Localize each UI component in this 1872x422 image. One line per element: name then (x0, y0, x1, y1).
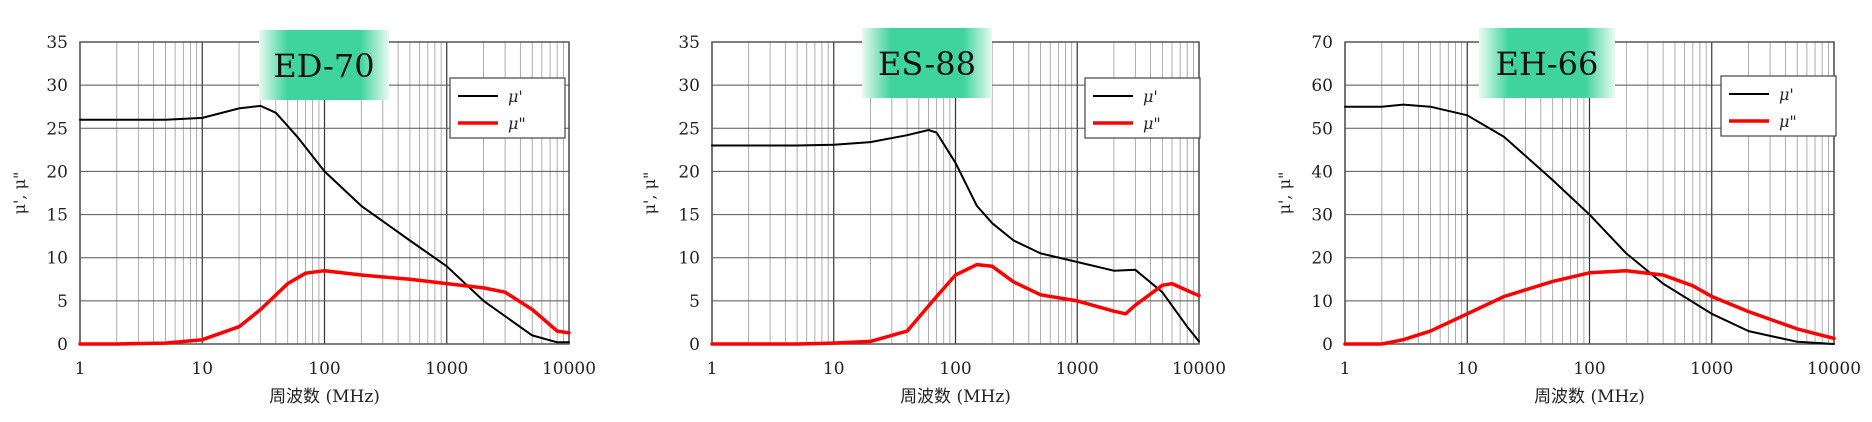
series-line-mu-prime (79, 104, 570, 344)
y-tick-label: 40 (1311, 162, 1333, 182)
x-tick-label: 1000 (1690, 359, 1733, 379)
chart-panel-1: 0 5 10 15 20 25 30 35 1 10 100 1000 10000 周波数 (MHz) μ'… (10, 30, 596, 407)
x-tick-label: 10000 (1172, 359, 1226, 379)
x-tick-label: 10 (191, 359, 213, 379)
x-tick-label: 100 (1573, 359, 1605, 379)
y-tick-label: 0 (57, 335, 68, 355)
legend-label: μ" (508, 114, 526, 133)
chart-title: ES-88 (878, 45, 976, 83)
x-axis-label: 周波数 (MHz) (269, 387, 380, 407)
x-tick-label: 10 (823, 359, 845, 379)
y-tick-label: 35 (678, 33, 700, 53)
x-tick-label: 1000 (1056, 359, 1099, 379)
legend-label: μ" (1143, 114, 1161, 133)
y-tick-label: 0 (1322, 335, 1333, 355)
x-tick-label: 10000 (542, 359, 596, 379)
y-axis-label: μ', μ" (10, 172, 29, 215)
series-line-mu-prime (711, 129, 1200, 343)
x-tick-label: 1000 (425, 359, 468, 379)
y-tick-label: 50 (1311, 119, 1333, 139)
y-tick-label: 30 (46, 76, 68, 96)
title-badge (1479, 28, 1615, 98)
chart-title: EH-66 (1496, 45, 1599, 83)
legend-label: μ" (1779, 112, 1797, 131)
y-tick-label: 20 (1311, 249, 1333, 269)
series-line-mu-double-prime (78, 268, 571, 346)
y-tick-label: 20 (678, 162, 700, 182)
legend-box (449, 77, 566, 139)
title-badge (259, 30, 389, 100)
y-tick-label: 25 (678, 119, 700, 139)
legend-box (1084, 77, 1201, 139)
y-tick-label: 15 (678, 206, 700, 226)
y-tick-label: 30 (678, 76, 700, 96)
y-tick-label: 30 (1311, 206, 1333, 226)
y-axis-label: μ', μ" (1275, 172, 1294, 215)
y-tick-label: 5 (57, 292, 68, 312)
y-tick-label: 70 (1311, 33, 1333, 53)
x-tick-label: 1 (707, 359, 718, 379)
x-tick-label: 10 (1456, 359, 1478, 379)
title-badge (862, 28, 992, 98)
chart-title: ED-70 (273, 47, 374, 85)
y-tick-label: 10 (1311, 292, 1333, 312)
y-axis-label: μ', μ" (640, 172, 659, 215)
y-tick-label: 20 (46, 162, 68, 182)
legend-box (1720, 75, 1837, 137)
y-tick-label: 5 (689, 292, 700, 312)
chart-panel-2: 0 5 10 15 20 25 30 35 1 10 100 1000 10000 周波数 (MHz) μ'… (640, 28, 1226, 407)
legend-label: μ' (1779, 85, 1794, 104)
x-tick-label: 100 (308, 359, 340, 379)
y-tick-label: 10 (678, 249, 700, 269)
legend-label: μ' (508, 87, 523, 106)
y-tick-label: 10 (46, 249, 68, 269)
x-axis-label: 周波数 (MHz) (1534, 387, 1645, 407)
x-axis-label: 周波数 (MHz) (900, 387, 1011, 407)
x-tick-label: 100 (939, 359, 971, 379)
y-tick-label: 60 (1311, 76, 1333, 96)
y-tick-label: 0 (689, 335, 700, 355)
y-tick-label: 15 (46, 206, 68, 226)
y-tick-label: 35 (46, 33, 68, 53)
x-tick-label: 1 (75, 359, 86, 379)
chart-panel-3: 0 10 20 30 40 50 60 70 1 10 100 1000 10000 周波数 (MHz) μ… (1275, 28, 1861, 407)
series-line-mu-double-prime (710, 262, 1201, 346)
series-line-mu-prime (1344, 103, 1835, 345)
legend-label: μ' (1143, 87, 1158, 106)
y-tick-label: 25 (46, 119, 68, 139)
x-tick-label: 1 (1340, 359, 1351, 379)
series-line-mu-double-prime (1343, 268, 1836, 346)
x-tick-label: 10000 (1807, 359, 1861, 379)
